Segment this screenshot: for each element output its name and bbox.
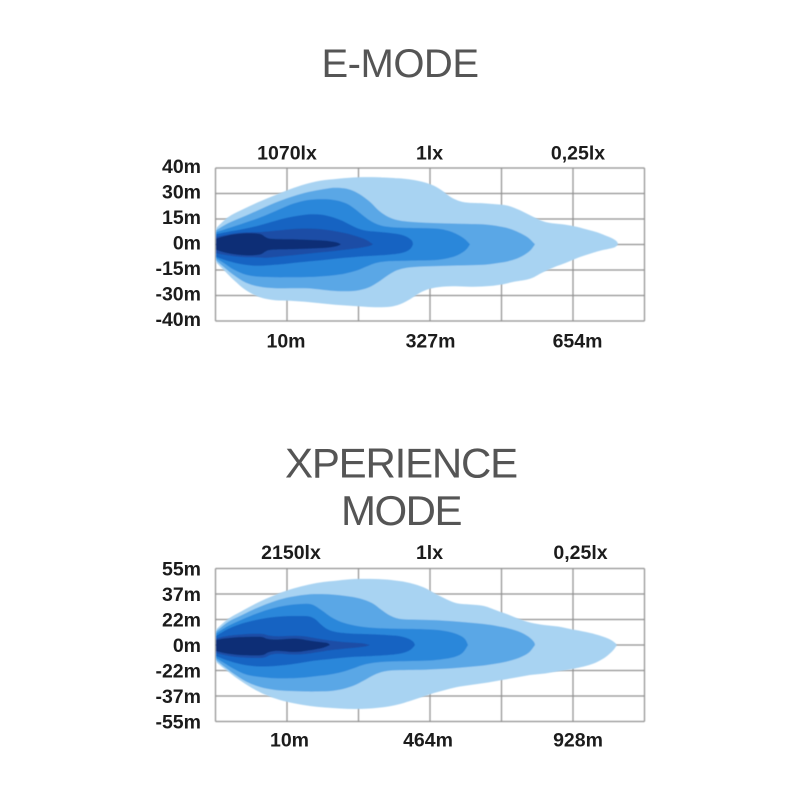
svg-text:40m: 40m: [162, 156, 201, 178]
svg-text:1070lx: 1070lx: [257, 143, 317, 165]
svg-text:0m: 0m: [173, 233, 201, 255]
svg-text:0m: 0m: [173, 635, 201, 657]
svg-text:-40m: -40m: [155, 309, 201, 331]
svg-text:2150lx: 2150lx: [261, 542, 321, 564]
svg-text:1lx: 1lx: [416, 143, 443, 165]
svg-text:928m: 928m: [553, 730, 603, 752]
svg-text:327m: 327m: [406, 331, 456, 353]
svg-text:XPERIENCE: XPERIENCE: [285, 440, 517, 487]
svg-text:55m: 55m: [162, 559, 201, 581]
svg-text:464m: 464m: [403, 730, 453, 752]
svg-text:10m: 10m: [266, 331, 305, 353]
svg-text:30m: 30m: [162, 182, 201, 204]
svg-text:-37m: -37m: [155, 686, 201, 708]
svg-text:-22m: -22m: [155, 661, 201, 683]
svg-text:-55m: -55m: [155, 712, 201, 734]
svg-text:15m: 15m: [162, 207, 201, 229]
svg-text:0,25lx: 0,25lx: [553, 542, 607, 564]
svg-text:-30m: -30m: [155, 284, 201, 306]
svg-text:10m: 10m: [270, 730, 309, 752]
svg-text:22m: 22m: [162, 610, 201, 632]
svg-text:37m: 37m: [162, 584, 201, 606]
svg-text:0,25lx: 0,25lx: [551, 143, 605, 165]
svg-text:1lx: 1lx: [416, 542, 443, 564]
svg-text:654m: 654m: [553, 331, 603, 353]
svg-text:MODE: MODE: [341, 487, 461, 534]
svg-text:-15m: -15m: [155, 258, 201, 280]
svg-text:E-MODE: E-MODE: [322, 42, 479, 86]
